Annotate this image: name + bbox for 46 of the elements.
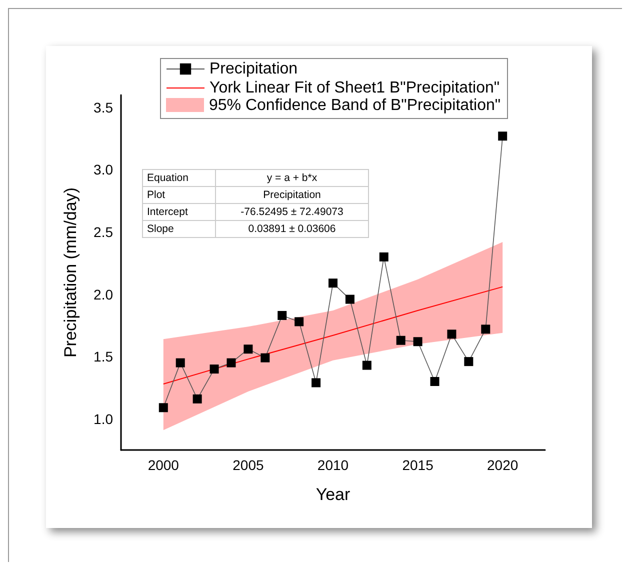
annotation: Plot (142, 186, 216, 204)
annotation: Precipitation (216, 186, 368, 204)
y-tick-label: 3.0 (94, 162, 114, 178)
point (244, 344, 253, 354)
point (226, 358, 236, 368)
point (345, 294, 354, 304)
y-tick-label: 2.5 (94, 224, 114, 240)
x-tick-label: 2010 (317, 457, 349, 473)
y-tick-label: 3.5 (94, 99, 114, 116)
annotation: Slope (142, 220, 216, 238)
point (362, 360, 372, 370)
point (464, 357, 474, 366)
point (210, 364, 219, 374)
point (413, 337, 422, 346)
annotation: 0.03891 ± 0.03606 (216, 220, 368, 238)
annotation: 95% Confidence Band of B"Precipitation" (208, 96, 501, 116)
point (481, 324, 490, 334)
point (396, 336, 406, 345)
x-tick-label: 2020 (487, 457, 518, 473)
y-tick-label: 1.0 (94, 410, 114, 427)
point (312, 378, 321, 388)
x-tick-label: 2005 (232, 457, 264, 473)
line-series (162, 286, 504, 384)
annotation: Equation (142, 170, 216, 186)
x-axis-title: Year (316, 485, 351, 504)
point (278, 310, 287, 320)
point (176, 358, 185, 368)
point (498, 132, 508, 141)
y-tick-label: 2.0 (94, 286, 114, 302)
y-axis-title: Precipitation (mm/day) (61, 187, 80, 358)
point (430, 376, 440, 386)
point (328, 278, 338, 288)
y-tick-label: 1.5 (94, 348, 114, 365)
annotation: -76.52495 ± 72.49073 (216, 204, 368, 220)
annotation: Intercept (142, 204, 216, 220)
legend-label: York Linear Fit of Sheet1 B"Precipitation" (210, 80, 500, 96)
point (260, 353, 270, 362)
point (379, 252, 388, 262)
legend-label: Precipitation (210, 60, 298, 78)
x-tick-label: 2000 (148, 457, 180, 473)
point (447, 330, 456, 339)
point (192, 394, 202, 404)
annotation: y = a + b*x (216, 170, 368, 186)
x-tick-label: 2015 (402, 457, 434, 473)
point (294, 317, 304, 326)
point (158, 403, 168, 412)
